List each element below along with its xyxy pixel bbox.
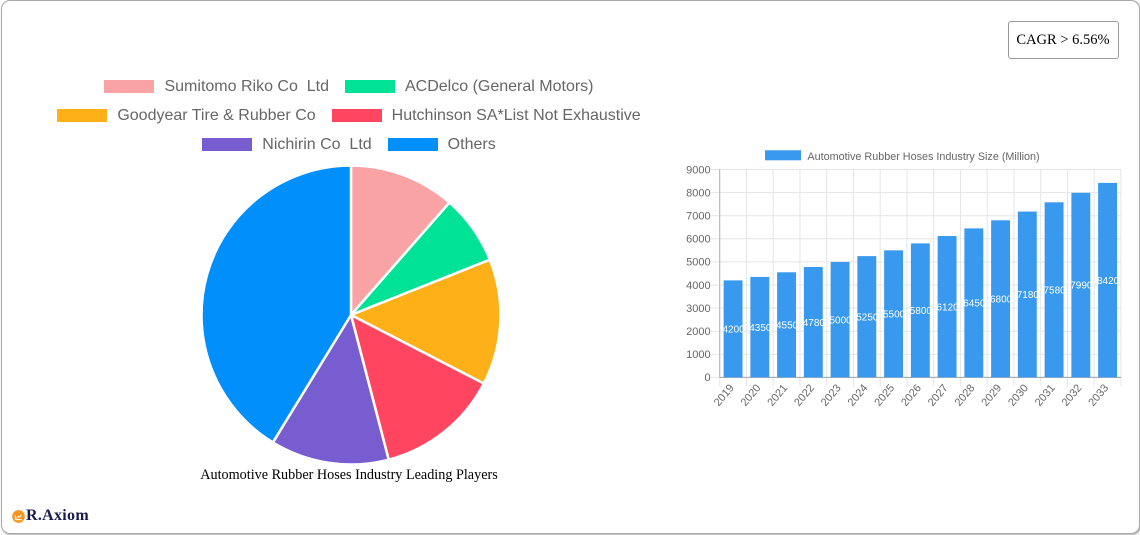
svg-text:8420: 8420 <box>1097 276 1120 287</box>
svg-text:6450: 6450 <box>963 299 986 310</box>
svg-text:7180: 7180 <box>1017 290 1040 301</box>
svg-text:7990: 7990 <box>1070 281 1093 292</box>
svg-text:5000: 5000 <box>829 315 852 326</box>
svg-text:4000: 4000 <box>686 280 710 292</box>
svg-text:4780: 4780 <box>803 318 826 329</box>
svg-text:2028: 2028 <box>953 382 978 408</box>
svg-text:9000: 9000 <box>686 164 710 176</box>
svg-text:5800: 5800 <box>910 306 933 317</box>
svg-text:3000: 3000 <box>686 303 710 315</box>
svg-text:2023: 2023 <box>819 382 844 408</box>
svg-text:2031: 2031 <box>1033 382 1058 408</box>
svg-text:2025: 2025 <box>872 382 897 408</box>
svg-text:2030: 2030 <box>1006 382 1031 408</box>
svg-text:2027: 2027 <box>926 382 951 408</box>
svg-text:0: 0 <box>704 372 710 384</box>
svg-text:2024: 2024 <box>846 382 871 408</box>
svg-text:7580: 7580 <box>1043 285 1066 296</box>
svg-text:8000: 8000 <box>686 187 710 199</box>
svg-text:2019: 2019 <box>712 382 737 408</box>
svg-text:2029: 2029 <box>979 382 1004 408</box>
svg-text:4200: 4200 <box>722 324 745 335</box>
svg-text:2021: 2021 <box>765 382 790 408</box>
svg-text:Automotive Rubber Hoses Indust: Automotive Rubber Hoses Industry Size (M… <box>807 151 1039 163</box>
svg-text:7000: 7000 <box>686 211 710 223</box>
svg-text:2026: 2026 <box>899 382 924 408</box>
svg-text:2000: 2000 <box>686 326 710 338</box>
svg-text:2022: 2022 <box>792 382 817 408</box>
svg-text:2020: 2020 <box>739 382 764 408</box>
svg-text:5250: 5250 <box>856 312 879 323</box>
svg-text:5500: 5500 <box>883 309 906 320</box>
svg-text:6800: 6800 <box>990 294 1013 305</box>
svg-text:2032: 2032 <box>1060 382 1085 408</box>
svg-text:2033: 2033 <box>1086 382 1111 408</box>
svg-text:6120: 6120 <box>936 302 959 313</box>
svg-text:5000: 5000 <box>686 257 710 269</box>
svg-text:1000: 1000 <box>686 349 710 361</box>
svg-text:6000: 6000 <box>686 234 710 246</box>
svg-text:4350: 4350 <box>749 323 772 334</box>
svg-text:4550: 4550 <box>776 320 799 331</box>
